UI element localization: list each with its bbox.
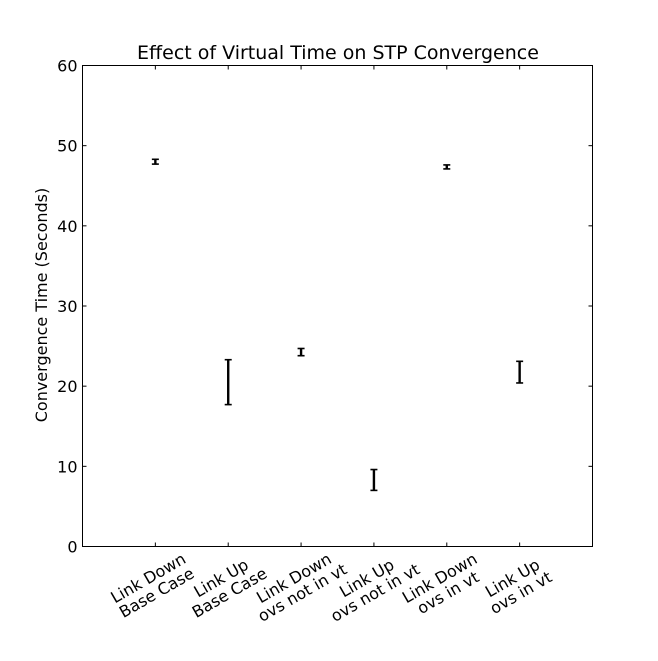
y-tick-label: 30 (57, 297, 77, 316)
y-tick-label: 50 (57, 137, 77, 156)
y-tick-label: 20 (57, 377, 77, 396)
chart-title: Effect of Virtual Time on STP Convergenc… (137, 42, 539, 64)
y-axis: 0 10 20 30 40 50 60 (57, 57, 593, 557)
y-tick-label: 40 (57, 217, 77, 236)
error-bar (370, 468, 378, 492)
error-bars (151, 158, 524, 492)
error-bar (297, 347, 305, 357)
error-bar (443, 164, 451, 170)
y-tick-label: 60 (57, 57, 77, 76)
error-bar (224, 358, 232, 406)
plot-frame (82, 65, 593, 547)
y-tick-label: 10 (57, 457, 77, 476)
error-bar (151, 158, 159, 165)
y-tick-label: 0 (67, 538, 77, 557)
error-bar (516, 360, 524, 384)
y-axis-label: Convergence Time (Seconds) (32, 188, 51, 423)
x-tick-label: Link Upovs in vt (478, 553, 555, 618)
